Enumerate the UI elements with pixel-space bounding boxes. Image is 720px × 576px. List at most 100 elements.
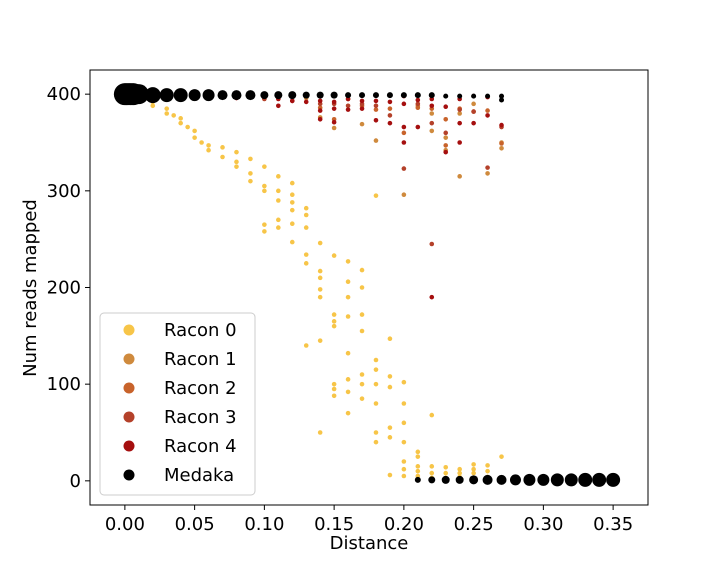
- data-point: [373, 103, 379, 109]
- data-point: [331, 125, 337, 131]
- x-tick-label: 0.35: [593, 514, 633, 535]
- data-point: [359, 381, 365, 387]
- data-point: [387, 99, 393, 105]
- data-point: [373, 430, 379, 435]
- data-point: [429, 128, 435, 134]
- data-point: [303, 343, 309, 348]
- data-point: [359, 92, 366, 99]
- data-point: [185, 124, 190, 130]
- data-point: [188, 89, 201, 102]
- y-axis: 0 100 200 300 400: [47, 84, 90, 492]
- data-point: [345, 294, 351, 300]
- data-point: [317, 268, 323, 274]
- data-point: [345, 279, 351, 285]
- data-point: [331, 312, 337, 317]
- legend-label: Racon 1: [164, 349, 237, 370]
- legend-marker: [123, 324, 135, 336]
- data-point: [248, 156, 253, 162]
- data-point: [485, 165, 490, 170]
- legend-marker: [123, 469, 135, 481]
- data-point: [303, 261, 309, 266]
- data-point: [331, 106, 337, 111]
- data-point: [499, 454, 504, 459]
- x-tick-label: 0.30: [523, 514, 563, 535]
- data-point: [457, 111, 462, 116]
- points-layer: [113, 83, 621, 487]
- data-point: [331, 386, 337, 392]
- data-point: [401, 473, 407, 479]
- data-point: [606, 472, 621, 487]
- data-point: [178, 120, 183, 126]
- data-point: [234, 159, 239, 165]
- data-point: [276, 188, 281, 194]
- y-tick-label: 100: [47, 374, 81, 395]
- data-point: [443, 465, 449, 470]
- y-tick-label: 300: [47, 181, 81, 202]
- data-point: [302, 91, 310, 99]
- y-tick-label: 0: [70, 471, 81, 492]
- y-tick-label: 200: [47, 278, 81, 299]
- data-point: [276, 217, 281, 223]
- data-point: [443, 149, 449, 155]
- data-point: [429, 103, 435, 109]
- data-point: [457, 466, 462, 472]
- data-point: [373, 439, 379, 445]
- data-point: [262, 188, 267, 194]
- data-point: [415, 124, 421, 130]
- data-point: [345, 314, 351, 319]
- data-point: [331, 253, 337, 258]
- data-point: [564, 473, 578, 487]
- data-point: [485, 463, 490, 468]
- data-point: [317, 240, 323, 246]
- data-point: [414, 476, 421, 483]
- data-point: [401, 401, 407, 406]
- data-point: [457, 107, 462, 112]
- legend: Racon 0 Racon 1 Racon 2 Racon 3 Racon 4 Medak…: [99, 312, 256, 496]
- data-point: [443, 143, 449, 148]
- data-point: [359, 285, 365, 290]
- data-point: [387, 120, 393, 126]
- data-point: [359, 121, 365, 127]
- data-point: [276, 225, 281, 230]
- data-point: [429, 294, 435, 300]
- data-point: [359, 106, 365, 111]
- data-point: [373, 381, 379, 387]
- data-point: [429, 241, 435, 247]
- data-point: [289, 98, 295, 104]
- data-point: [387, 106, 393, 111]
- data-point: [345, 389, 351, 395]
- data-point: [164, 106, 170, 111]
- data-point: [178, 116, 183, 121]
- data-point: [220, 154, 225, 160]
- data-point: [457, 93, 463, 99]
- data-point: [499, 93, 505, 99]
- data-point: [457, 174, 462, 179]
- data-point: [345, 103, 351, 109]
- data-point: [372, 92, 379, 99]
- data-point: [289, 207, 295, 213]
- data-point: [331, 381, 337, 387]
- data-point: [260, 91, 269, 100]
- x-tick-label: 0.00: [105, 514, 145, 535]
- data-point: [469, 475, 479, 485]
- data-point: [387, 384, 393, 390]
- data-point: [345, 259, 351, 264]
- data-point: [331, 99, 337, 105]
- data-point: [415, 97, 421, 103]
- data-point: [496, 474, 507, 485]
- data-point: [387, 435, 393, 440]
- data-point: [471, 109, 476, 114]
- data-point: [485, 468, 490, 474]
- data-point: [276, 103, 281, 109]
- data-point: [373, 357, 379, 363]
- data-point: [457, 120, 462, 126]
- data-point: [359, 396, 365, 401]
- data-point: [414, 92, 421, 99]
- data-point: [373, 367, 379, 372]
- data-point: [550, 473, 564, 487]
- data-point: [317, 338, 323, 343]
- legend-box: [99, 312, 256, 496]
- data-point: [317, 98, 323, 104]
- data-point: [288, 91, 297, 100]
- data-point: [303, 212, 309, 218]
